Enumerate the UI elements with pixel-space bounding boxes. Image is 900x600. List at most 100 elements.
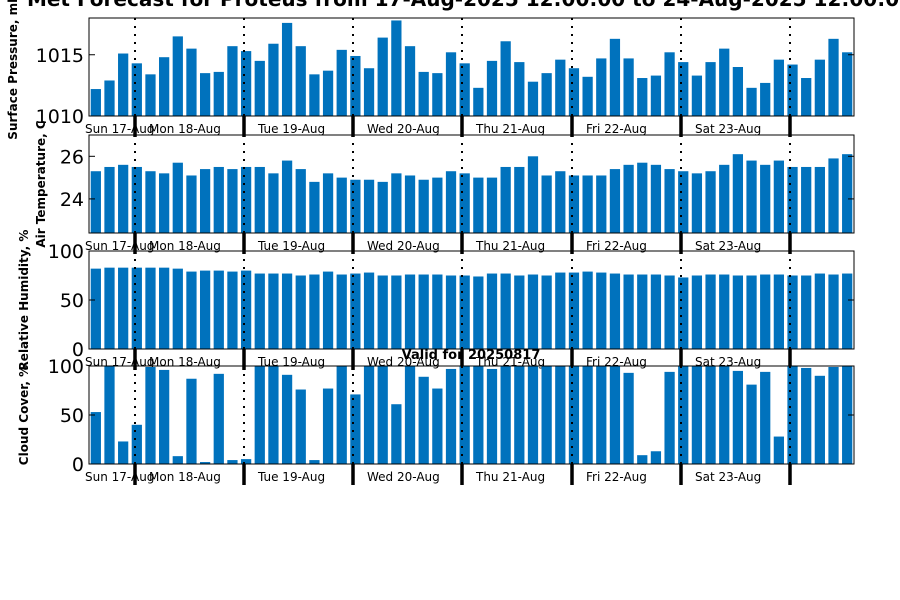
bar <box>445 368 457 464</box>
x-tick-label: Wed 20-Aug <box>367 470 440 484</box>
bar <box>828 366 839 464</box>
bar <box>281 273 293 349</box>
bar <box>473 87 484 116</box>
bar <box>377 181 388 233</box>
bar <box>527 366 539 464</box>
x-tick-label: Sun 17-Aug <box>85 239 154 253</box>
bar <box>322 173 334 233</box>
bar <box>582 271 593 349</box>
bar <box>118 53 129 116</box>
bar <box>787 366 798 464</box>
bar <box>131 267 142 349</box>
y-axis-label: Surface Pressure, mb <box>6 0 20 140</box>
bar <box>555 59 566 116</box>
bar <box>240 459 252 464</box>
bar <box>500 366 511 464</box>
x-tick-label: Mon 18-Aug <box>149 122 221 136</box>
bar <box>650 75 662 116</box>
bar <box>568 175 580 233</box>
y-tick-label: 0 <box>72 454 84 476</box>
bar <box>787 64 798 116</box>
bar <box>514 166 525 233</box>
bar <box>760 82 771 116</box>
bar <box>555 272 566 349</box>
bar <box>254 273 265 349</box>
bar <box>637 78 648 116</box>
bar <box>623 164 634 233</box>
bar <box>131 166 142 233</box>
bar <box>432 177 443 233</box>
bar <box>104 267 115 349</box>
x-tick-label: Mon 18-Aug <box>149 470 221 484</box>
bar <box>377 366 388 464</box>
bar <box>90 89 101 116</box>
bar <box>90 412 101 464</box>
bar <box>90 268 101 349</box>
bar <box>596 272 607 349</box>
bar <box>268 43 279 117</box>
bar <box>541 73 552 117</box>
bar <box>295 275 306 349</box>
bar <box>664 371 675 464</box>
bar <box>363 68 375 116</box>
x-tick-label: Fri 22-Aug <box>586 470 647 484</box>
y-axis-label: Relative Humidity, % <box>17 230 31 371</box>
bar <box>541 366 552 464</box>
x-tick-label: Sun 17-Aug <box>85 355 154 369</box>
bar <box>90 171 101 233</box>
y-tick-label: 1010 <box>36 106 84 128</box>
bar <box>719 366 730 464</box>
y-tick-label: 100 <box>48 356 84 378</box>
bar <box>295 169 306 233</box>
bar <box>404 366 416 464</box>
bar <box>568 366 580 464</box>
bar <box>678 277 689 349</box>
y-axis-label: Cloud Cover, % <box>17 365 31 465</box>
bar <box>213 166 224 233</box>
x-tick-label: Sun 17-Aug <box>85 122 154 136</box>
bar <box>609 273 621 349</box>
bar <box>159 57 170 116</box>
bar <box>459 275 470 349</box>
bar <box>705 171 716 233</box>
bar <box>719 274 730 349</box>
bar <box>801 78 812 116</box>
bar <box>814 273 825 349</box>
bar <box>746 275 757 349</box>
bar <box>118 441 129 464</box>
bar <box>199 270 211 349</box>
bar <box>350 394 361 464</box>
bar <box>705 274 716 349</box>
bar <box>159 369 170 464</box>
bar <box>459 173 470 233</box>
bar <box>705 366 716 464</box>
x-tick-label: Tue 19-Aug <box>257 355 325 369</box>
bar <box>568 68 580 116</box>
bar <box>650 451 662 464</box>
bar <box>623 372 634 464</box>
bar <box>514 366 525 464</box>
bar <box>773 436 784 464</box>
bar <box>322 271 334 349</box>
bar <box>145 267 156 349</box>
bar <box>527 274 539 349</box>
figure-title: Met Forecast for Proteus from 17-Aug-202… <box>27 0 900 11</box>
bar <box>227 169 238 233</box>
bar <box>801 367 812 464</box>
bar <box>227 46 238 116</box>
bar <box>773 274 784 349</box>
bar <box>281 160 293 233</box>
bar <box>691 173 703 233</box>
bar <box>159 173 170 233</box>
bar <box>172 268 183 349</box>
bar <box>609 169 621 233</box>
bar <box>445 275 457 349</box>
x-tick-label: Tue 19-Aug <box>257 239 325 253</box>
bar <box>486 177 498 233</box>
bar <box>309 74 320 116</box>
bar <box>486 368 498 464</box>
